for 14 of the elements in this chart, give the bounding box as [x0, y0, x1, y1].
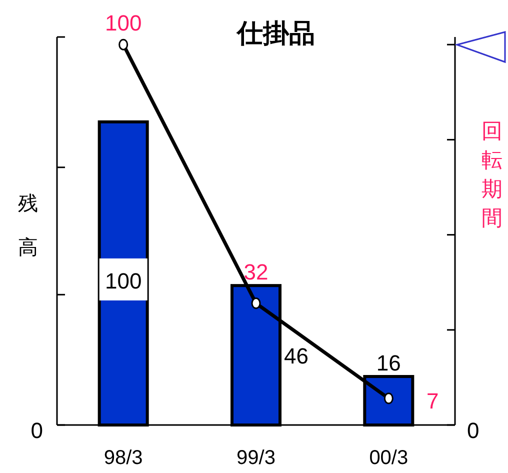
text: 0 — [467, 418, 480, 443]
x-tick-label: 99/3 — [236, 447, 276, 469]
data-label: 100 — [104, 10, 142, 36]
data-label: 100 — [104, 268, 142, 294]
y2-axis-title: 回転期間 — [482, 120, 502, 230]
data-label: 16 — [376, 350, 401, 376]
data-label: 7 — [426, 388, 439, 414]
data-label: 32 — [244, 259, 268, 284]
y-axis-title: 残高 — [18, 193, 38, 259]
x-tick-label: 00/3 — [369, 447, 408, 469]
x-tick-label: 98/3 — [104, 447, 143, 469]
data-label: 46 — [284, 343, 308, 368]
text: 0 — [30, 418, 43, 443]
chart-title: 仕掛品 — [236, 18, 315, 48]
